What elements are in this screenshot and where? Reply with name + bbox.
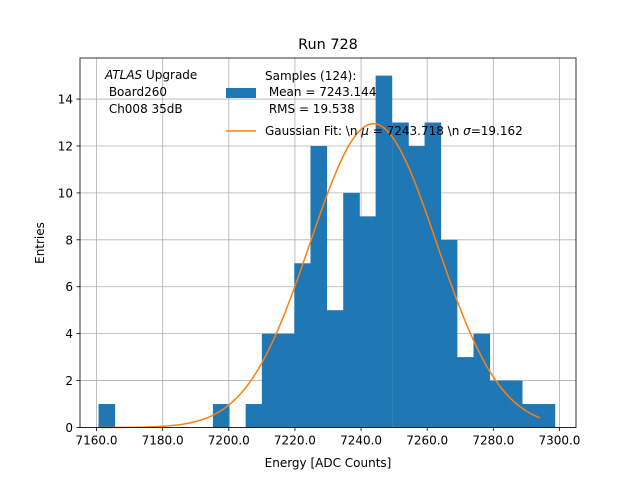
histogram-bar [522, 404, 540, 428]
atlas-annotation-italic: ATLAS [104, 68, 143, 82]
x-axis-label: Energy [ADC Counts] [265, 456, 392, 470]
y-axis-ticks: 0 2 4 6 8 10 12 14 [58, 93, 80, 435]
x-axis-ticks: 7160.0 7180.0 7200.0 7220.0 7240.0 7260.0 7280… [76, 427, 580, 448]
histogram-bar [294, 263, 311, 428]
atlas-annotation-line2: Board260 [105, 85, 167, 99]
histogram-bar [392, 122, 409, 428]
y-tick-label: 6 [65, 280, 73, 294]
histogram-bar [538, 404, 556, 428]
histogram-bar [343, 192, 360, 428]
legend-histogram-swatch [226, 88, 256, 98]
x-tick-label: 7240.0 [340, 434, 382, 448]
legend-histogram-line3: RMS = 19.538 [265, 102, 355, 116]
legend-fit-label: Gaussian Fit: \n μ = 7243.718 \n σ=19.16… [265, 124, 523, 138]
histogram-bar [245, 404, 263, 428]
histogram-bar [408, 145, 425, 428]
histogram-bar [424, 122, 442, 428]
histogram-bar [489, 380, 507, 428]
atlas-annotation-rest: Upgrade [142, 68, 197, 82]
legend-histogram-line1: Samples (124): [265, 69, 356, 83]
y-tick-label: 8 [65, 233, 73, 247]
histogram-bar [375, 75, 393, 428]
legend-fit-sigma: σ [463, 124, 471, 138]
axes-frame [79, 57, 577, 428]
y-tick-label: 2 [65, 374, 73, 388]
gaussian-fit-curve [99, 122, 540, 429]
histogram-bar [440, 239, 458, 428]
histogram-bar [327, 310, 344, 428]
y-tick-label: 0 [65, 421, 73, 435]
histogram-bar [212, 404, 230, 428]
legend-fit-part1: Gaussian Fit: \n [265, 124, 361, 138]
histogram-bar [456, 357, 474, 428]
x-tick-label: 7200.0 [208, 434, 250, 448]
legend-histogram-line2: Mean = 7243.144 [265, 85, 376, 99]
chart-title: Run 728 [298, 37, 358, 53]
atlas-annotation-line1: ATLAS Upgrade [104, 68, 197, 82]
legend-fit-part3: =19.162 [471, 124, 523, 138]
histogram-bar [359, 216, 377, 428]
histogram-bars [98, 75, 556, 428]
histogram-bar [473, 333, 491, 428]
x-tick-label: 7300.0 [538, 434, 580, 448]
x-tick-label: 7280.0 [472, 434, 514, 448]
y-tick-label: 14 [58, 93, 73, 107]
histogram-bar [261, 333, 279, 428]
x-tick-label: 7180.0 [142, 434, 184, 448]
y-tick-label: 12 [58, 139, 73, 153]
legend-fit-mu: μ [360, 124, 369, 138]
histogram-bar [98, 404, 116, 428]
x-tick-label: 7160.0 [76, 434, 118, 448]
y-tick-label: 4 [65, 327, 73, 341]
histogram-bar [278, 333, 295, 428]
legend-fit-part2: = 7243.718 \n [369, 124, 463, 138]
y-axis-label: Entries [33, 222, 47, 264]
histogram-bar [505, 380, 523, 428]
y-tick-label: 10 [58, 186, 73, 200]
legend: Samples (124): Mean = 7243.144 RMS = 19.… [226, 69, 523, 138]
atlas-annotation-line3: Ch008 35dB [105, 102, 183, 116]
x-tick-label: 7220.0 [274, 434, 316, 448]
histogram-bar [310, 145, 328, 428]
x-tick-label: 7260.0 [406, 434, 448, 448]
